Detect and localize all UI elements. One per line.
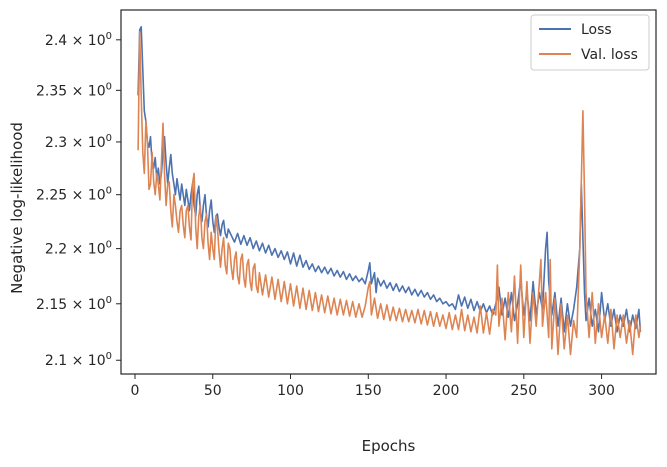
y-tick-label: 2.25 × 100 (36, 186, 112, 204)
x-tick-label: 150 (355, 383, 382, 399)
y-tick-label: 2.1 × 100 (45, 351, 112, 369)
y-tick-label: 2.15 × 100 (36, 295, 112, 313)
x-axis: 0 50 100 150 200 250 300 (131, 374, 615, 399)
y-axis: 2.1 × 100 2.15 × 100 2.2 × 100 2.25 × 100 2.… (36, 31, 121, 369)
plot-lines (137, 26, 642, 356)
plot-frame (120, 9, 657, 375)
series-line-loss (137, 26, 642, 333)
x-axis-label: Epochs (362, 437, 416, 455)
y-tick-label: 2.2 × 100 (45, 240, 112, 258)
series-line-val-loss (137, 31, 642, 356)
x-tick-label: 300 (588, 383, 615, 399)
legend: Loss Val. loss (530, 14, 650, 71)
y-tick-label: 2.4 × 100 (45, 31, 112, 49)
legend-label-val-loss: Val. loss (581, 47, 638, 63)
x-tick-label: 250 (510, 383, 537, 399)
x-tick-label: 200 (433, 383, 460, 399)
x-tick-label: 100 (277, 383, 304, 399)
y-tick-label: 2.3 × 100 (45, 133, 112, 151)
x-tick-label: 50 (204, 383, 222, 399)
y-axis-label: Negative log-likelihood (8, 122, 26, 294)
y-tick-label: 2.35 × 100 (36, 81, 112, 99)
legend-label-loss: Loss (581, 22, 612, 38)
x-tick-label: 0 (131, 383, 140, 399)
